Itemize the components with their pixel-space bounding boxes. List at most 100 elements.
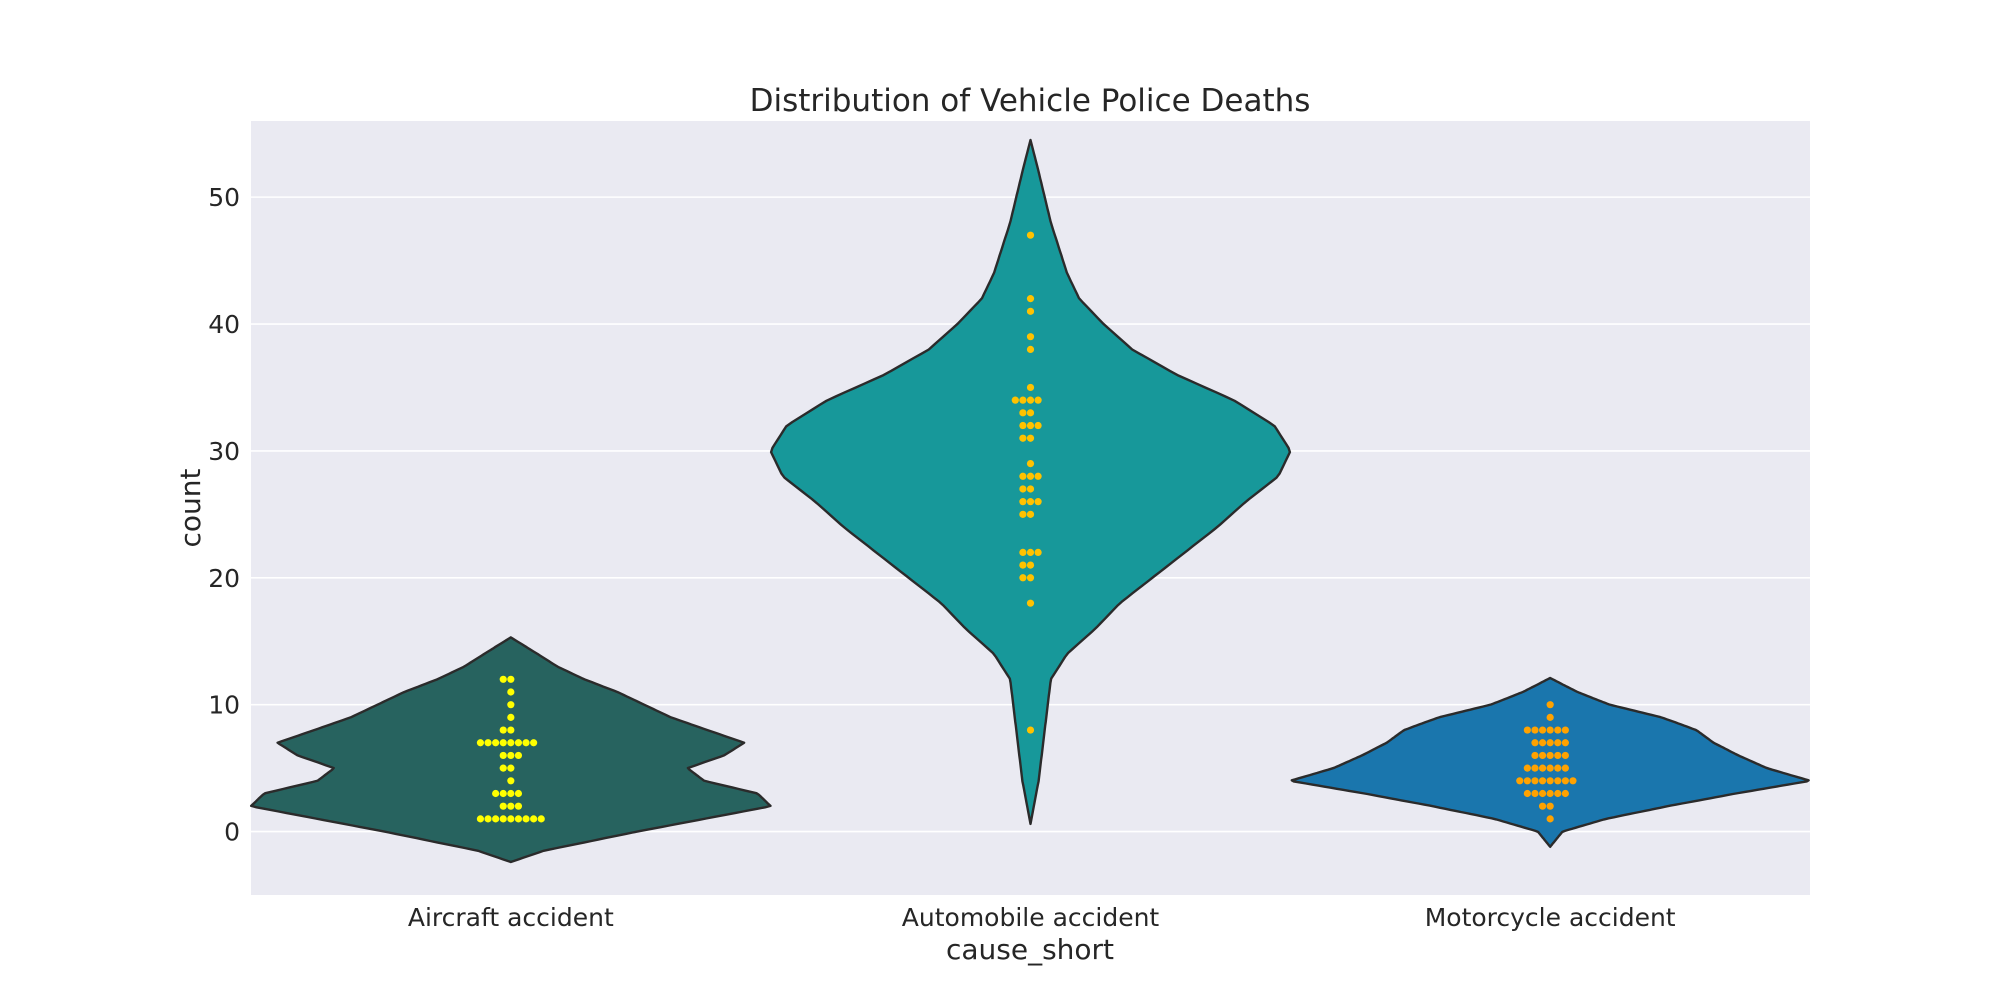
swarm-point bbox=[522, 739, 530, 747]
x-tick-label: Automobile accident bbox=[902, 903, 1160, 932]
swarm-point bbox=[514, 751, 523, 760]
swarm-point bbox=[1538, 777, 1547, 785]
y-tick-labels: 0 10 20 30 40 50 bbox=[208, 183, 240, 846]
swarm-point bbox=[507, 701, 515, 709]
swarm-point bbox=[1026, 307, 1035, 315]
swarm-point bbox=[1546, 777, 1554, 785]
swarm-point bbox=[499, 675, 507, 683]
swarm-point bbox=[1523, 789, 1531, 798]
x-tick-labels: Aircraft accident Automobile accident Moto… bbox=[408, 903, 1676, 932]
y-tick-label: 30 bbox=[208, 437, 240, 466]
swarm-point bbox=[507, 726, 515, 734]
swarm-point bbox=[1538, 751, 1547, 760]
y-tick-label: 50 bbox=[208, 183, 240, 212]
swarm-point bbox=[499, 789, 507, 798]
swarm-point bbox=[507, 815, 515, 823]
x-tick-label: Motorcycle accident bbox=[1425, 903, 1676, 932]
violin-body bbox=[769, 138, 1292, 826]
swarm-point bbox=[1026, 548, 1035, 557]
swarm-point bbox=[1561, 764, 1569, 772]
swarm-point bbox=[1026, 231, 1035, 239]
swarm-point bbox=[1554, 751, 1562, 760]
swarm-point bbox=[1019, 510, 1027, 518]
swarm-point bbox=[1019, 434, 1027, 442]
swarm-point bbox=[522, 815, 530, 823]
y-tick-label: 0 bbox=[224, 818, 240, 847]
swarm-point bbox=[1554, 739, 1562, 747]
swarm-point bbox=[1538, 739, 1547, 747]
swarm-point bbox=[1561, 726, 1569, 734]
swarm-point bbox=[1019, 498, 1027, 506]
swarm-point bbox=[507, 802, 515, 810]
swarm-point bbox=[1546, 764, 1554, 772]
swarm-point bbox=[1531, 751, 1539, 760]
swarm-point bbox=[1026, 333, 1035, 341]
swarm-point bbox=[1026, 383, 1035, 392]
swarm-point bbox=[1026, 510, 1035, 518]
swarm-point bbox=[1546, 726, 1554, 734]
swarm-point bbox=[1546, 739, 1554, 747]
swarm-point bbox=[1554, 789, 1562, 798]
swarm-point bbox=[1523, 777, 1531, 785]
swarm-point bbox=[1561, 751, 1569, 760]
swarm-point bbox=[1538, 764, 1547, 772]
swarm-point bbox=[492, 789, 500, 798]
swarm-point bbox=[499, 726, 507, 734]
swarm-point bbox=[1569, 777, 1577, 785]
swarm-point bbox=[507, 688, 515, 696]
swarm-point bbox=[484, 739, 492, 747]
swarm-point bbox=[1019, 472, 1027, 480]
swarm-point bbox=[1034, 498, 1042, 506]
swarm-point bbox=[1026, 574, 1035, 582]
swarm-point bbox=[1538, 726, 1547, 734]
swarm-point bbox=[492, 739, 500, 747]
swarm-point bbox=[1026, 434, 1035, 442]
x-tick-label: Aircraft accident bbox=[408, 903, 614, 932]
swarm-point bbox=[507, 739, 515, 747]
violin-body bbox=[1290, 676, 1810, 848]
swarm-point bbox=[1019, 561, 1027, 569]
swarm-point bbox=[499, 764, 507, 772]
swarm-point bbox=[1516, 777, 1524, 785]
swarm-point bbox=[1531, 726, 1539, 734]
swarm-point bbox=[514, 789, 523, 798]
swarm-point bbox=[1538, 802, 1547, 810]
swarm-point bbox=[1019, 548, 1027, 557]
swarm-point bbox=[1026, 498, 1035, 506]
swarm-point bbox=[1026, 345, 1035, 353]
swarm-point bbox=[1034, 396, 1042, 404]
swarm-point bbox=[1531, 764, 1539, 772]
swarm-point bbox=[1026, 396, 1035, 404]
swarm-point bbox=[499, 751, 507, 760]
swarm-point bbox=[1561, 777, 1569, 785]
violin-body bbox=[250, 636, 772, 864]
swarm-point bbox=[1554, 726, 1562, 734]
swarm-point bbox=[530, 739, 538, 747]
swarm-point bbox=[1546, 751, 1554, 760]
swarm-point bbox=[1026, 421, 1035, 430]
swarm-point bbox=[1538, 789, 1547, 798]
swarm-point bbox=[1561, 739, 1569, 747]
swarm-point bbox=[1523, 726, 1531, 734]
swarm-point bbox=[507, 751, 515, 760]
swarm-point bbox=[507, 789, 515, 798]
swarm-point bbox=[1026, 561, 1035, 569]
swarm-point bbox=[476, 815, 485, 823]
swarm-points bbox=[476, 231, 1577, 823]
swarm-point bbox=[1011, 396, 1019, 404]
y-tick-label: 40 bbox=[208, 310, 240, 339]
swarm-point bbox=[514, 739, 523, 747]
y-tick-label: 20 bbox=[208, 564, 240, 593]
swarm-point bbox=[1026, 599, 1035, 607]
swarm-point bbox=[1546, 713, 1554, 721]
swarm-point bbox=[514, 815, 523, 823]
swarm-point bbox=[1019, 409, 1027, 417]
swarm-point bbox=[1026, 459, 1035, 468]
violin-bodies bbox=[250, 138, 1810, 864]
swarm-point bbox=[1026, 726, 1035, 734]
swarm-point bbox=[514, 802, 523, 810]
swarm-point bbox=[1019, 421, 1027, 430]
swarm-point bbox=[1034, 421, 1042, 430]
